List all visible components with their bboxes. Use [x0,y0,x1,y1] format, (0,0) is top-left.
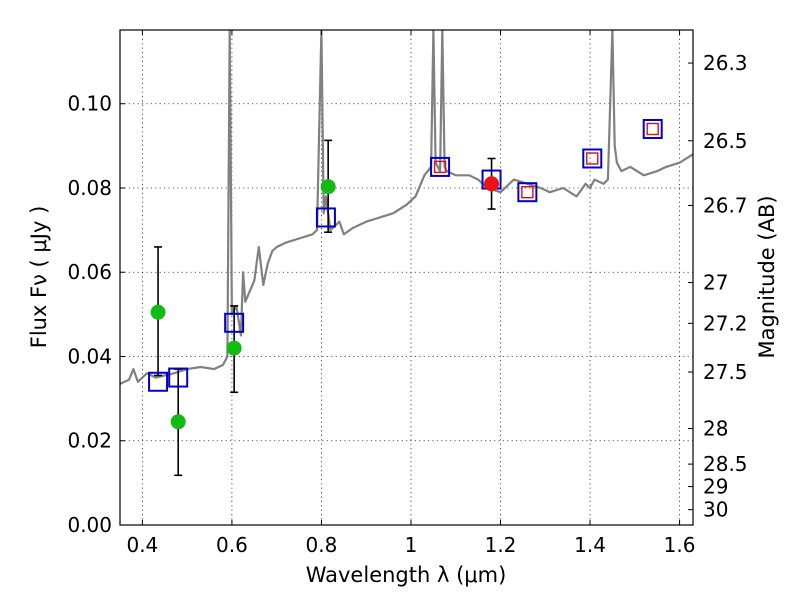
observed-photometry-square [521,185,534,199]
model-photometry-square [315,207,336,228]
x-axis-label: Wavelength λ (μm) [306,563,507,587]
y-tick-label: 0.06 [67,260,112,284]
y-tick-label: 0.10 [67,92,112,116]
model-sed-line [120,30,693,385]
y-tick-label: 0.08 [67,176,112,200]
x-tick-label: 0.6 [216,533,248,557]
model-photometry-square [148,371,169,392]
model-photometry-square [430,156,451,177]
model-photometry-square [224,312,245,333]
model-photometry-square [642,119,663,139]
detection-point [170,414,186,430]
mag-tick-label: 27.2 [703,311,748,335]
detection-point [226,340,242,356]
model-photometry-square [168,367,189,388]
x-tick-label: 1.6 [664,533,696,557]
series-layer [120,30,693,477]
mag-tick-label: 26.7 [703,193,748,217]
observed-photometry-square [646,122,659,136]
mag-tick-label: 27 [703,271,728,295]
y-axis-right-label: Magnitude (AB) [755,195,779,358]
observed-photometry-square [433,160,447,174]
model-photometry-square [517,182,538,203]
x-tick-label: 0.4 [126,533,158,557]
mag-tick-label: 30 [703,498,728,522]
x-tick-label: 1 [405,533,418,557]
mag-tick-label: 27.5 [703,360,748,384]
mag-tick-label: 26.5 [703,129,748,153]
mag-tick-label: 28 [703,416,728,440]
detection-point-red [484,176,500,192]
x-tick-label: 1.4 [574,533,606,557]
grid-layer [120,30,693,526]
mag-tick-label: 26.3 [703,51,748,75]
tick-layer: 0.4 0.6 0.8 1 1.2 1.4 1.6 0.00 0.02 0.04 0.06 0.08 0… [67,30,748,557]
y-tick-label: 0.02 [67,429,112,453]
detection-point [150,304,166,320]
mag-tick-label: 29 [703,475,728,499]
x-tick-label: 0.8 [306,533,338,557]
plot-frame [119,29,694,526]
mag-tick-label: 28.5 [703,452,748,476]
y-tick-label: 0.04 [67,344,112,368]
y-axis-label: Flux Fν ( μJy ) [27,206,51,349]
model-photometry-square [582,148,603,169]
observed-photometry-square [586,152,599,165]
x-tick-label: 1.2 [485,533,517,557]
y-tick-label: 0.00 [67,513,112,537]
detection-point [320,179,336,195]
